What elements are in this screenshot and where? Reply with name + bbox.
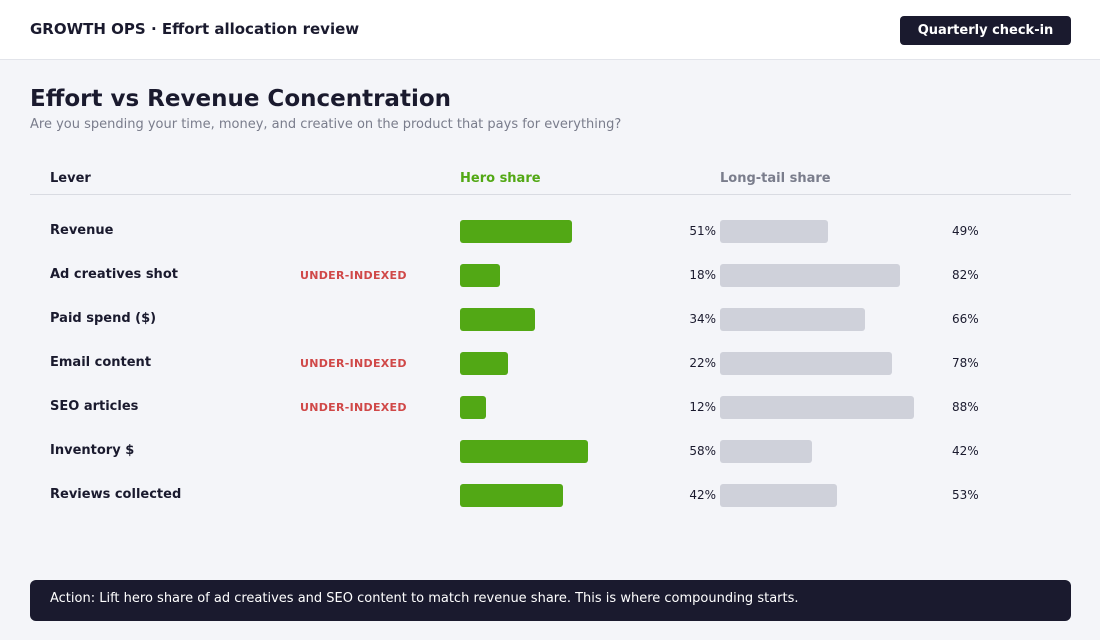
hero-share-bar <box>460 396 487 419</box>
lever-label: Email content <box>50 355 152 370</box>
long-tail-share-bar <box>720 264 901 287</box>
lever-row: Ad creatives shot UNDER-INDEXED 18% 82% <box>0 252 1100 296</box>
hero-share-value: 42% <box>689 488 716 502</box>
long-tail-share-value: 66% <box>952 312 979 326</box>
under-indexed-badge: UNDER-INDEXED <box>300 401 407 414</box>
hero-share-value: 34% <box>689 312 716 326</box>
hero-share-value: 58% <box>689 444 716 458</box>
header-divider <box>30 194 1071 195</box>
hero-share-bar <box>460 308 535 331</box>
page-title: Effort vs Revenue Concentration <box>30 86 452 112</box>
long-tail-share-value: 53% <box>952 488 979 502</box>
long-tail-share-value: 88% <box>952 400 979 414</box>
hero-share-bar <box>460 352 509 375</box>
lever-label: Paid spend ($) <box>50 311 157 326</box>
action-text: Action: Lift hero share of ad creatives … <box>50 591 799 606</box>
column-header-long-tail-share: Long-tail share <box>720 171 831 186</box>
lever-row: SEO articles UNDER-INDEXED 12% 88% <box>0 384 1100 428</box>
long-tail-share-value: 42% <box>952 444 979 458</box>
long-tail-share-bar <box>720 484 837 507</box>
hero-share-bar <box>460 484 564 507</box>
lever-label: Reviews collected <box>50 487 182 502</box>
lever-row: Email content UNDER-INDEXED 22% 78% <box>0 340 1100 384</box>
lever-rows: Revenue 51% 49% Ad creatives shot UNDER-INDE… <box>0 208 1100 516</box>
long-tail-share-bar <box>720 220 828 243</box>
lever-label: SEO articles <box>50 399 139 414</box>
lever-row: Reviews collected 42% 53% <box>0 472 1100 516</box>
long-tail-share-value: 82% <box>952 268 979 282</box>
lever-label: Inventory $ <box>50 443 135 458</box>
page-subtitle: Are you spending your time, money, and c… <box>30 117 622 132</box>
under-indexed-badge: UNDER-INDEXED <box>300 357 407 370</box>
hero-share-value: 22% <box>689 356 716 370</box>
hero-share-value: 51% <box>689 224 716 238</box>
lever-row: Inventory $ 58% 42% <box>0 428 1100 472</box>
long-tail-share-bar <box>720 352 892 375</box>
column-header-hero-share: Hero share <box>460 171 541 186</box>
top-bar: GROWTH OPS · Effort allocation review Qu… <box>0 0 1100 60</box>
long-tail-share-bar <box>720 308 866 331</box>
long-tail-share-value: 78% <box>952 356 979 370</box>
long-tail-share-bar <box>720 440 813 463</box>
lever-label: Revenue <box>50 223 114 238</box>
hero-share-bar <box>460 264 500 287</box>
lever-row: Paid spend ($) 34% 66% <box>0 296 1100 340</box>
hero-share-bar <box>460 220 573 243</box>
column-header-lever: Lever <box>50 171 91 186</box>
hero-share-bar <box>460 440 588 463</box>
lever-row: Revenue 51% 49% <box>0 208 1100 252</box>
lever-label: Ad creatives shot <box>50 267 178 282</box>
long-tail-share-bar <box>720 396 914 419</box>
action-banner: Action: Lift hero share of ad creatives … <box>30 580 1071 621</box>
under-indexed-badge: UNDER-INDEXED <box>300 269 407 282</box>
long-tail-share-value: 49% <box>952 224 979 238</box>
app-title: GROWTH OPS · Effort allocation review <box>30 20 360 38</box>
quarterly-check-in-button[interactable]: Quarterly check-in <box>900 16 1071 45</box>
hero-share-value: 12% <box>689 400 716 414</box>
hero-share-value: 18% <box>689 268 716 282</box>
